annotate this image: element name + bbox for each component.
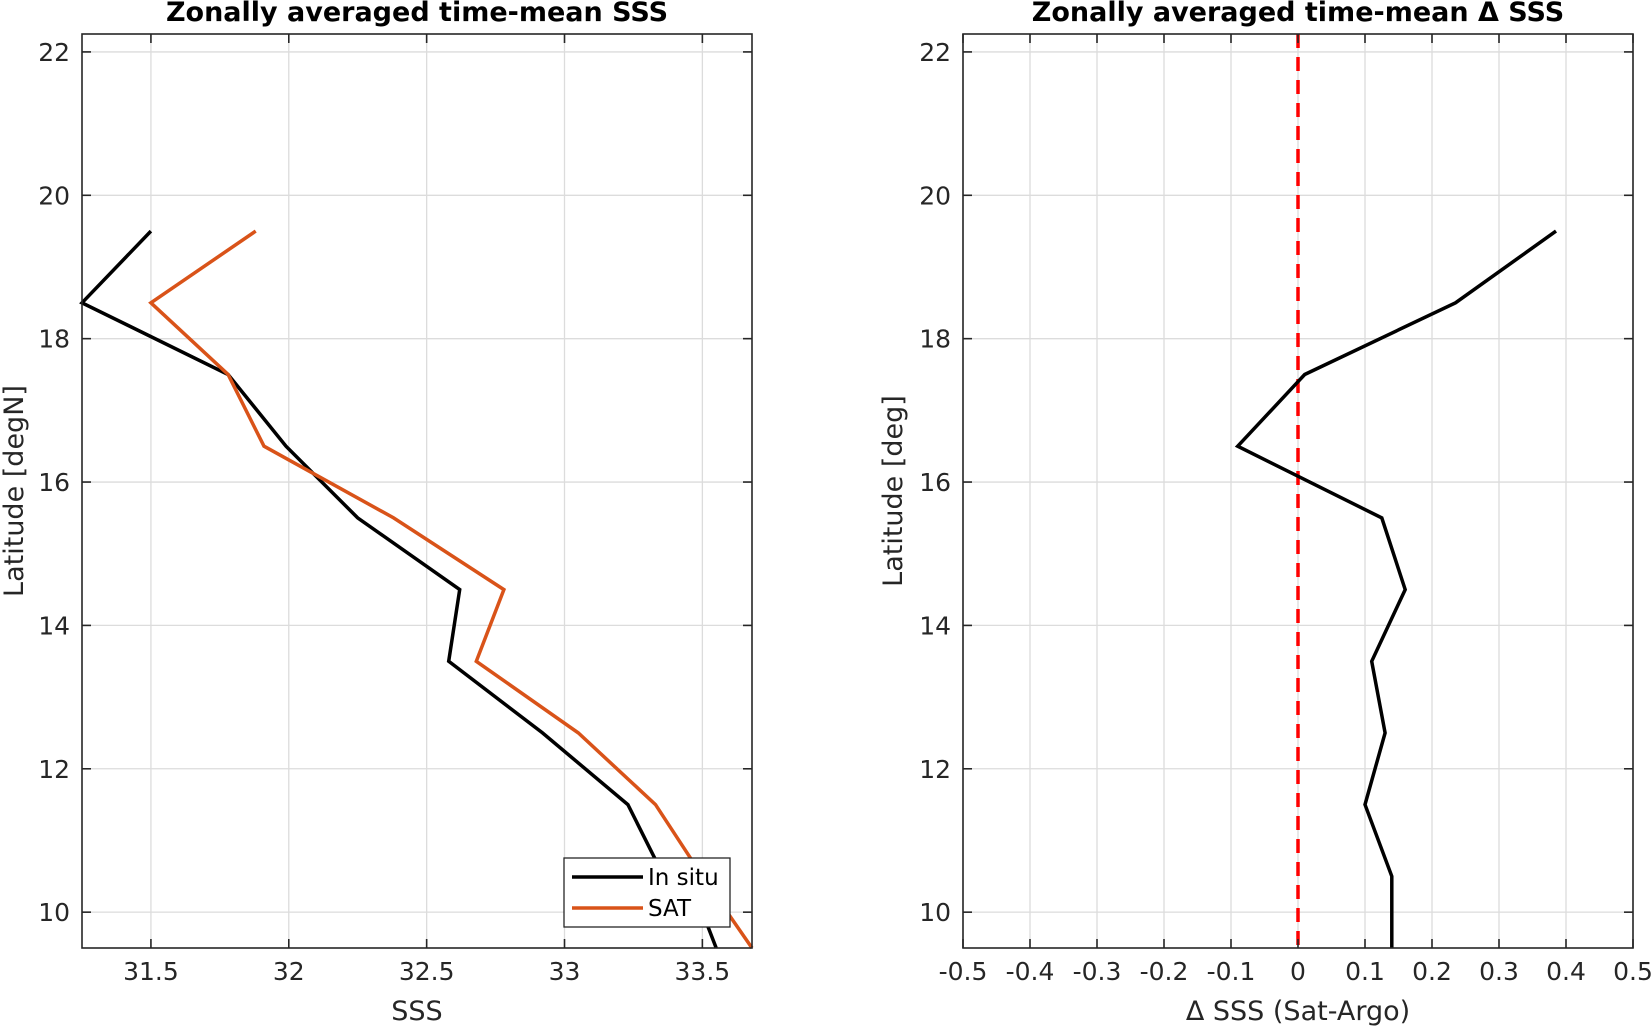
series-1-line <box>1234 229 1558 948</box>
x-tick-labels: -0.5 -0.4 -0.3 -0.2 -0.1 0 0.1 0.2 0.3 0.4 0.5 <box>939 957 1651 986</box>
tick-marks <box>962 34 1634 948</box>
chart-title: Zonally averaged time-mean SSS <box>166 0 668 28</box>
y-tick-label: 14 <box>38 611 70 640</box>
legend-box <box>563 857 731 928</box>
x-tick-label: 0.4 <box>1546 957 1586 986</box>
legend: In situ SAT <box>563 857 731 928</box>
delta-sss-panel: -0.5 -0.4 -0.3 -0.2 -0.1 0 0.1 0.2 0.3 0.4 0.5 101… <box>878 0 1651 1027</box>
plot-lines <box>1234 34 1558 948</box>
y-axis-label: Latitude [deg] <box>878 395 909 587</box>
y-tick-label: 22 <box>919 38 951 67</box>
y-tick-label: 22 <box>38 38 70 67</box>
x-tick-label: 0.1 <box>1345 957 1385 986</box>
y-tick-label: 16 <box>38 468 70 497</box>
legend-label-in-situ: In situ <box>648 865 719 891</box>
x-axis-label: SSS <box>391 996 442 1027</box>
y-tick-label: 10 <box>38 898 70 927</box>
y-tick-label: 20 <box>38 181 70 210</box>
x-tick-label: -0.2 <box>1140 957 1189 986</box>
y-tick-label: 14 <box>919 611 951 640</box>
x-tick-label: 0 <box>1290 957 1306 986</box>
x-tick-label: 32.5 <box>399 957 455 986</box>
sat-line <box>148 229 754 949</box>
x-tick-label: 33 <box>549 957 581 986</box>
x-tick-label: 32 <box>273 957 305 986</box>
y-tick-labels: 10 12 14 16 18 20 22 <box>38 38 70 927</box>
tick-marks <box>82 34 752 948</box>
x-tick-label: 33.5 <box>675 957 731 986</box>
x-tick-label: -0.1 <box>1207 957 1256 986</box>
sss-panel: 31.5 32 32.5 33 33.5 10 12 14 16 18 20 22 Zonally … <box>0 0 754 1027</box>
y-tick-label: 12 <box>919 755 951 784</box>
y-tick-label: 18 <box>919 325 951 354</box>
y-tick-label: 12 <box>38 755 70 784</box>
y-tick-label: 16 <box>919 468 951 497</box>
x-tick-label: 0.2 <box>1412 957 1452 986</box>
y-tick-labels: 10 12 14 16 18 20 22 <box>919 38 951 927</box>
y-tick-label: 20 <box>919 181 951 210</box>
y-tick-label: 10 <box>919 898 951 927</box>
x-tick-label: 0.5 <box>1613 957 1651 986</box>
x-tick-label: -0.3 <box>1073 957 1122 986</box>
x-tick-label: 0.3 <box>1479 957 1519 986</box>
x-tick-label: -0.4 <box>1006 957 1055 986</box>
grid-lines <box>82 34 752 948</box>
legend-label-sat: SAT <box>648 896 692 922</box>
x-axis-label: Δ SSS (Sat-Argo) <box>1186 996 1410 1027</box>
axes-box <box>81 33 753 949</box>
x-tick-label: 31.5 <box>123 957 179 986</box>
chart-title: Zonally averaged time-mean Δ SSS <box>1032 0 1564 28</box>
x-tick-labels: 31.5 32 32.5 33 33.5 <box>123 957 730 986</box>
y-axis-label: Latitude [degN] <box>0 385 30 597</box>
y-tick-label: 18 <box>38 325 70 354</box>
x-tick-label: -0.5 <box>939 957 988 986</box>
